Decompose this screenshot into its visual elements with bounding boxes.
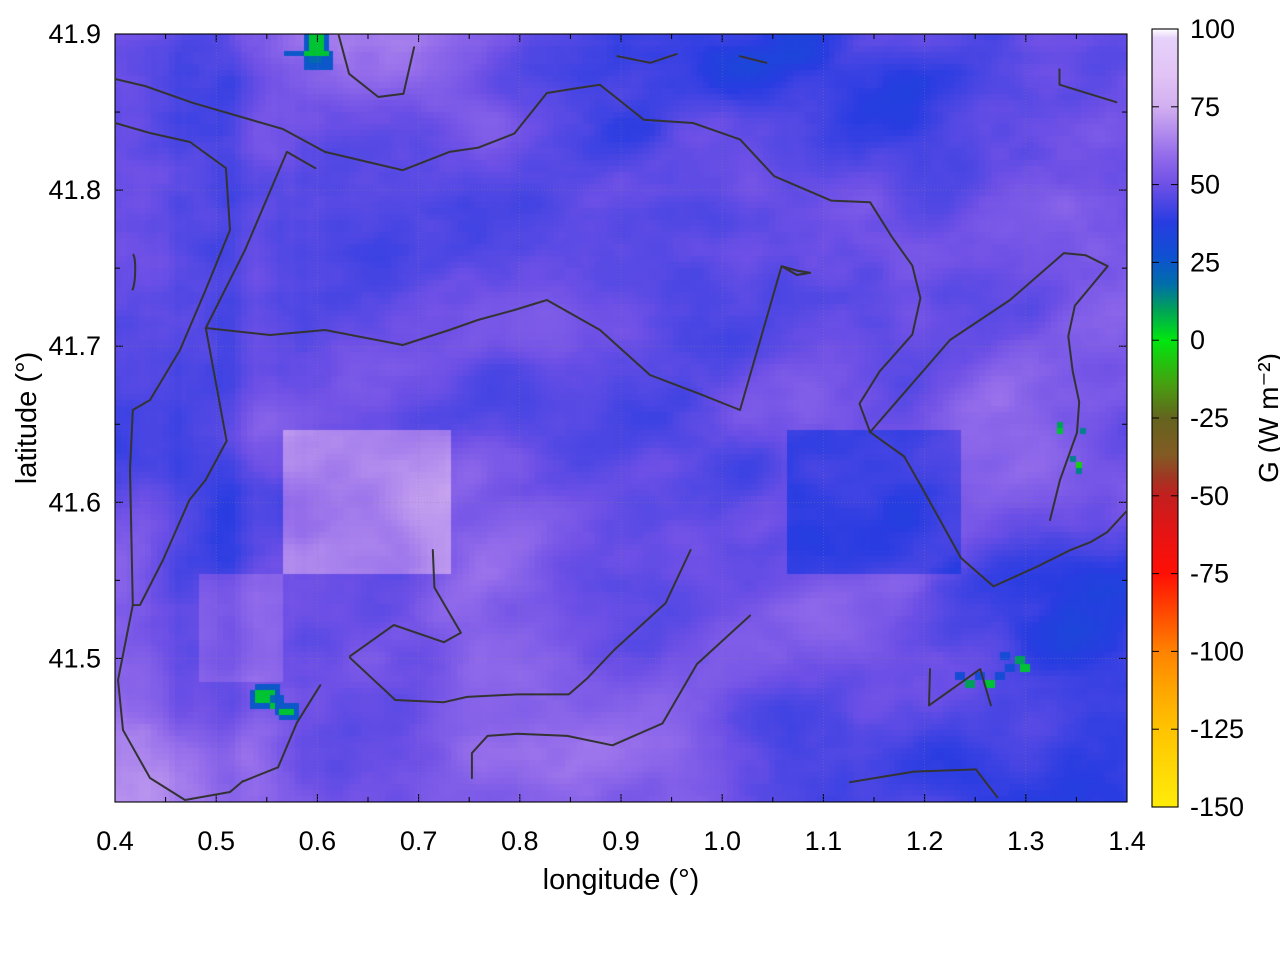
svg-text:41.6: 41.6 bbox=[48, 487, 101, 517]
svg-text:1.2: 1.2 bbox=[906, 826, 944, 856]
svg-text:0: 0 bbox=[1190, 325, 1205, 355]
svg-text:41.5: 41.5 bbox=[48, 643, 101, 673]
svg-text:latitude (°): latitude (°) bbox=[11, 352, 43, 484]
svg-text:1.4: 1.4 bbox=[1108, 826, 1146, 856]
svg-text:50: 50 bbox=[1190, 170, 1220, 200]
svg-text:-150: -150 bbox=[1190, 792, 1244, 822]
svg-text:100: 100 bbox=[1190, 14, 1235, 44]
svg-text:1.3: 1.3 bbox=[1007, 826, 1045, 856]
svg-text:41.7: 41.7 bbox=[48, 331, 101, 361]
svg-text:-25: -25 bbox=[1190, 403, 1229, 433]
svg-text:75: 75 bbox=[1190, 92, 1220, 122]
svg-text:0.6: 0.6 bbox=[299, 826, 337, 856]
svg-text:G (W m⁻²): G (W m⁻²) bbox=[1253, 353, 1280, 483]
svg-text:-50: -50 bbox=[1190, 481, 1229, 511]
svg-text:41.8: 41.8 bbox=[48, 175, 101, 205]
svg-text:-125: -125 bbox=[1190, 714, 1244, 744]
svg-text:0.5: 0.5 bbox=[197, 826, 235, 856]
svg-text:-75: -75 bbox=[1190, 559, 1229, 589]
svg-text:0.7: 0.7 bbox=[400, 826, 438, 856]
svg-text:0.8: 0.8 bbox=[501, 826, 539, 856]
svg-text:-100: -100 bbox=[1190, 636, 1244, 666]
svg-text:1.0: 1.0 bbox=[703, 826, 741, 856]
svg-text:longitude (°): longitude (°) bbox=[543, 864, 700, 896]
svg-text:41.9: 41.9 bbox=[48, 19, 101, 49]
svg-text:0.9: 0.9 bbox=[602, 826, 640, 856]
svg-text:25: 25 bbox=[1190, 247, 1220, 277]
svg-text:0.4: 0.4 bbox=[96, 826, 134, 856]
svg-text:1.1: 1.1 bbox=[805, 826, 843, 856]
